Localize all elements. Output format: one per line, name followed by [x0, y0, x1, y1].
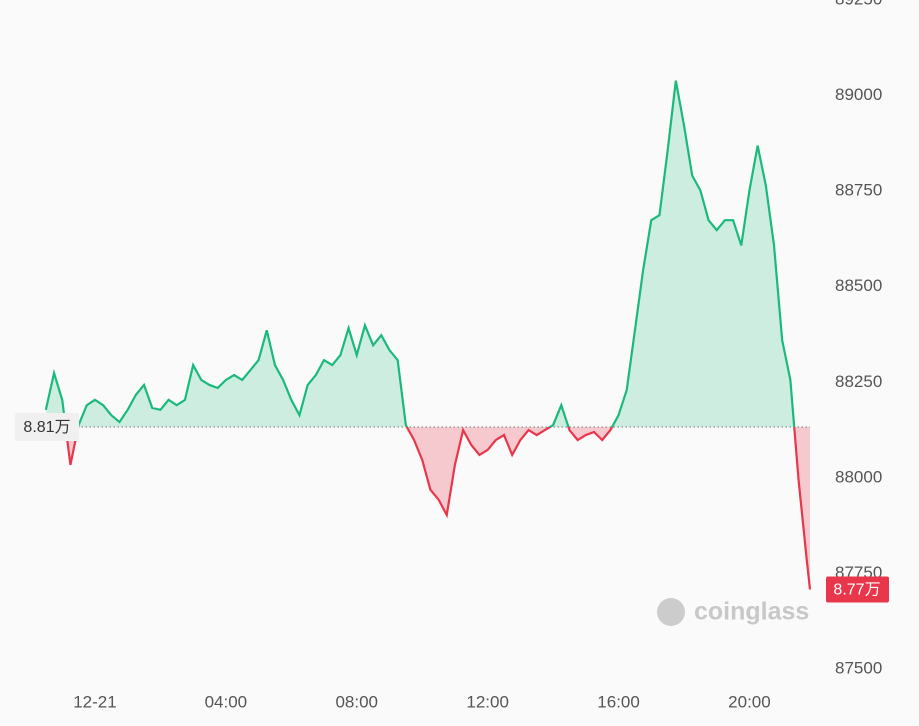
baseline-label: 8.81万 — [23, 419, 70, 436]
y-tick-label: 88750 — [835, 181, 882, 200]
x-tick-label: 12-21 — [73, 692, 116, 711]
y-tick-label: 88250 — [835, 372, 882, 391]
line-down — [64, 427, 812, 590]
y-tick-label: 88000 — [835, 467, 882, 486]
y-tick-label: 89250 — [835, 0, 882, 8]
watermark-text: coinglass — [694, 598, 809, 626]
baseline-label-bg — [15, 413, 79, 442]
y-tick-label: 87500 — [835, 658, 882, 677]
line-up — [44, 80, 796, 428]
y-tick-label: 88500 — [835, 276, 882, 295]
last-price-label: 8.77万 — [833, 582, 880, 599]
x-tick-label: 20:00 — [728, 692, 771, 711]
x-tick-label: 12:00 — [466, 692, 509, 711]
watermark: coinglass — [657, 598, 809, 626]
watermark-logo — [657, 598, 685, 626]
x-tick-label: 04:00 — [205, 692, 248, 711]
area-up — [45, 80, 810, 428]
area-down — [65, 427, 810, 590]
last-price-bg — [826, 576, 889, 603]
y-tick-label: 89000 — [835, 85, 882, 104]
x-tick-label: 16:00 — [597, 692, 640, 711]
x-tick-label: 08:00 — [335, 692, 378, 711]
